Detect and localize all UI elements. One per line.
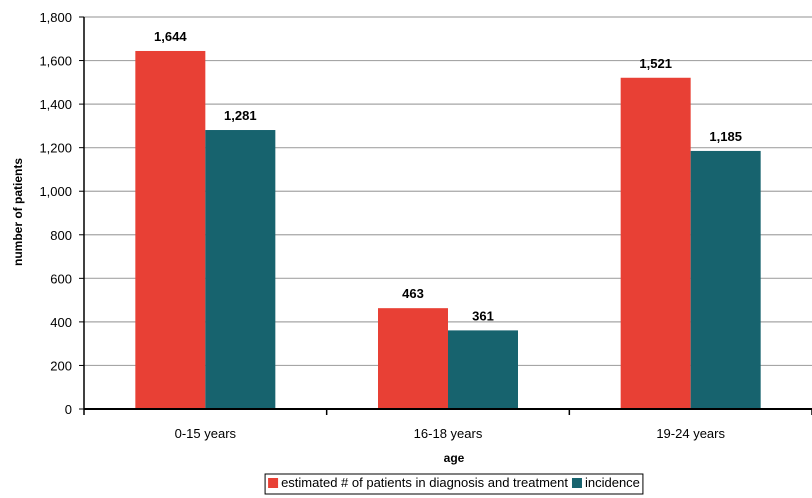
bar bbox=[690, 150, 761, 409]
bar bbox=[448, 330, 518, 409]
y-tick-label: 1,200 bbox=[39, 141, 72, 156]
data-label: 1,521 bbox=[639, 56, 672, 71]
x-tick-label: 0-15 years bbox=[175, 426, 237, 441]
legend-label: incidence bbox=[585, 475, 640, 490]
bar bbox=[620, 77, 691, 409]
axes bbox=[79, 16, 812, 415]
data-label: 1,281 bbox=[224, 108, 257, 123]
data-label: 1,185 bbox=[709, 129, 742, 144]
data-label: 463 bbox=[402, 286, 424, 301]
x-tick-label: 16-18 years bbox=[414, 426, 483, 441]
bar bbox=[205, 130, 276, 409]
data-label: 1,644 bbox=[154, 29, 187, 44]
legend-swatch bbox=[571, 478, 582, 488]
legend-box bbox=[264, 473, 644, 495]
y-tick-label: 800 bbox=[50, 228, 72, 243]
legend-label: estimated # of patients in diagnosis and… bbox=[281, 475, 568, 490]
y-tick-label: 1,000 bbox=[39, 184, 72, 199]
y-axis-title: number of patients bbox=[11, 158, 25, 266]
data-labels: 1,644 1,281 463 361 1,521 1,185 bbox=[154, 29, 742, 323]
x-tick-labels: 0-15 years 16-18 years 19-24 years bbox=[175, 426, 726, 441]
y-tick-label: 1,800 bbox=[39, 10, 72, 25]
y-tick-label: 400 bbox=[50, 315, 72, 330]
y-tick-labels: 0 200 400 600 800 1,000 1,200 1,400 1,600 1,800 bbox=[39, 10, 72, 417]
y-tick-label: 600 bbox=[50, 271, 72, 286]
bars bbox=[135, 50, 761, 410]
y-tick-label: 200 bbox=[50, 358, 72, 373]
y-tick-label: 1,400 bbox=[39, 97, 72, 112]
x-axis-title: age bbox=[444, 451, 465, 465]
bar bbox=[378, 308, 448, 409]
bar bbox=[135, 50, 206, 410]
legend: estimated # of patients in diagnosis and… bbox=[264, 473, 644, 495]
y-tick-label: 1,600 bbox=[39, 54, 72, 69]
legend-swatch bbox=[268, 478, 279, 488]
x-tick-label: 19-24 years bbox=[656, 426, 725, 441]
data-label: 361 bbox=[472, 308, 494, 323]
y-tick-label: 0 bbox=[65, 402, 72, 417]
